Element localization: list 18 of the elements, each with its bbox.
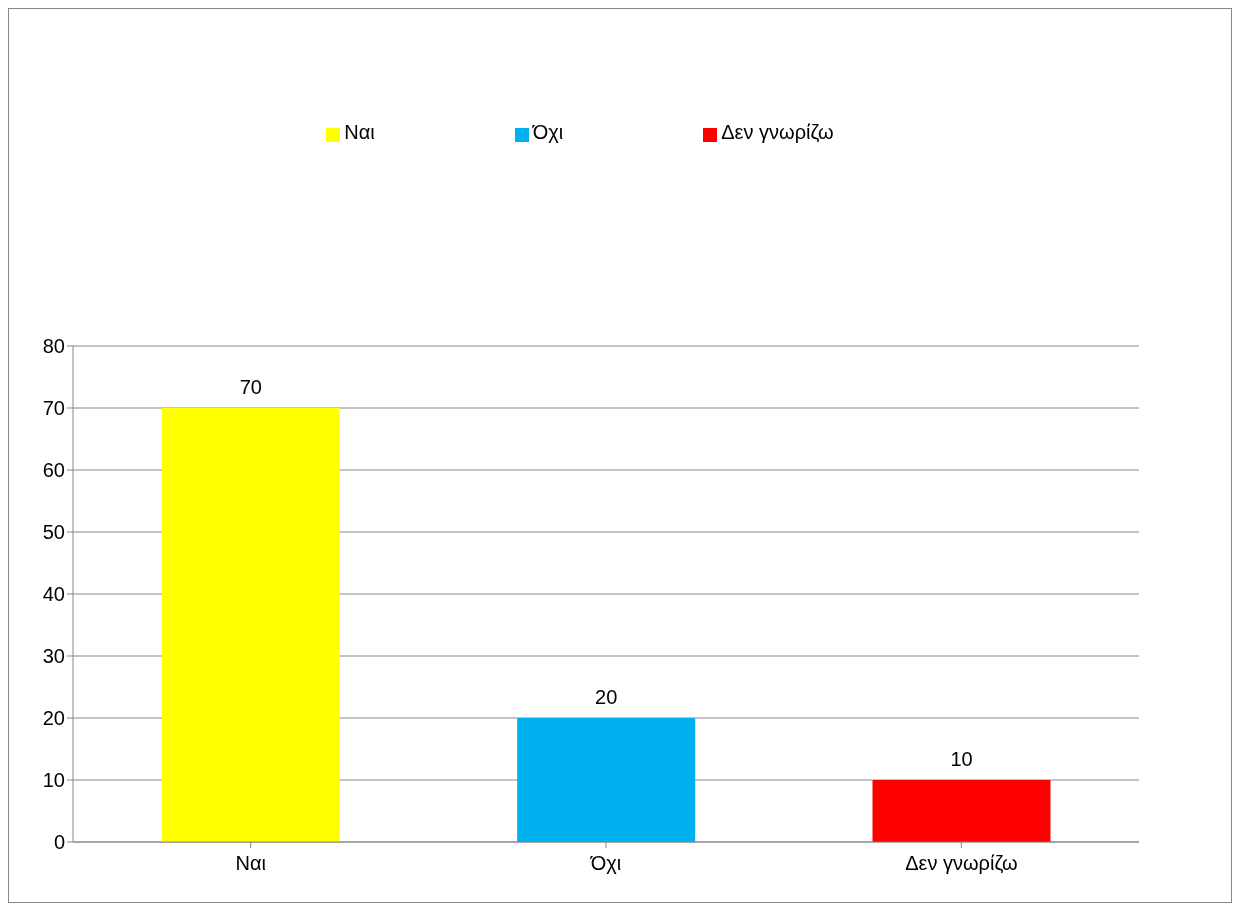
y-tick-label: 50 — [42, 521, 65, 544]
data-label: 70 — [239, 376, 262, 398]
legend-label: Ναι — [344, 121, 375, 143]
y-tick-label: 10 — [42, 769, 65, 792]
x-tick-label: Δεν γνωρίζω — [905, 852, 1018, 875]
y-tick-label: 60 — [42, 459, 65, 482]
y-tick-label: 80 — [42, 335, 65, 358]
y-tick-label: 40 — [42, 583, 65, 606]
y-tick-label: 70 — [42, 397, 65, 420]
y-tick-label: 30 — [42, 645, 65, 668]
legend-label: Όχι — [532, 121, 564, 143]
x-tick-label: Όχι — [589, 852, 622, 875]
y-tick-label: 20 — [42, 707, 65, 730]
y-tick-label: 0 — [53, 831, 65, 854]
data-label: 10 — [950, 748, 973, 770]
legend-label: Δεν γνωρίζω — [721, 121, 834, 143]
data-label: 20 — [595, 686, 618, 708]
x-tick-label: Ναι — [235, 852, 266, 875]
